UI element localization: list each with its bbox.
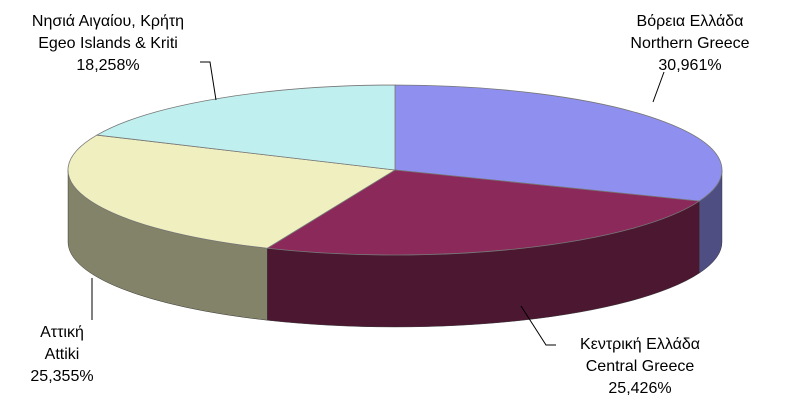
leader-line [520, 305, 556, 346]
leader-line [652, 71, 665, 103]
value-label: 18,258% [76, 57, 139, 74]
category-label: Αττική [40, 324, 84, 341]
value-label: 25,426% [608, 380, 671, 397]
value-label: 25,355% [30, 368, 93, 385]
slice [394, 84, 723, 202]
category-label: Νησιά Αιγαίου, Κρήτη [32, 13, 184, 30]
category-label-en: Egeo Islands & Kriti [38, 35, 178, 52]
category-label: Βόρεια Ελλάδα [637, 13, 744, 30]
slice [95, 84, 396, 171]
slice [67, 134, 397, 249]
value-label: 30,961% [658, 57, 721, 74]
slice-side-shade [68, 170, 268, 321]
category-label-en: Attiki [45, 346, 80, 363]
slice-side [699, 169, 723, 274]
category-label: Κεντρική Ελλάδα [580, 336, 700, 353]
category-label-en: Central Greece [586, 358, 695, 375]
slice-side-shade [699, 170, 722, 274]
leader-line [200, 61, 217, 101]
slice [266, 169, 701, 256]
slice-side-shade [267, 201, 700, 328]
category-label-en: Northern Greece [630, 35, 749, 52]
